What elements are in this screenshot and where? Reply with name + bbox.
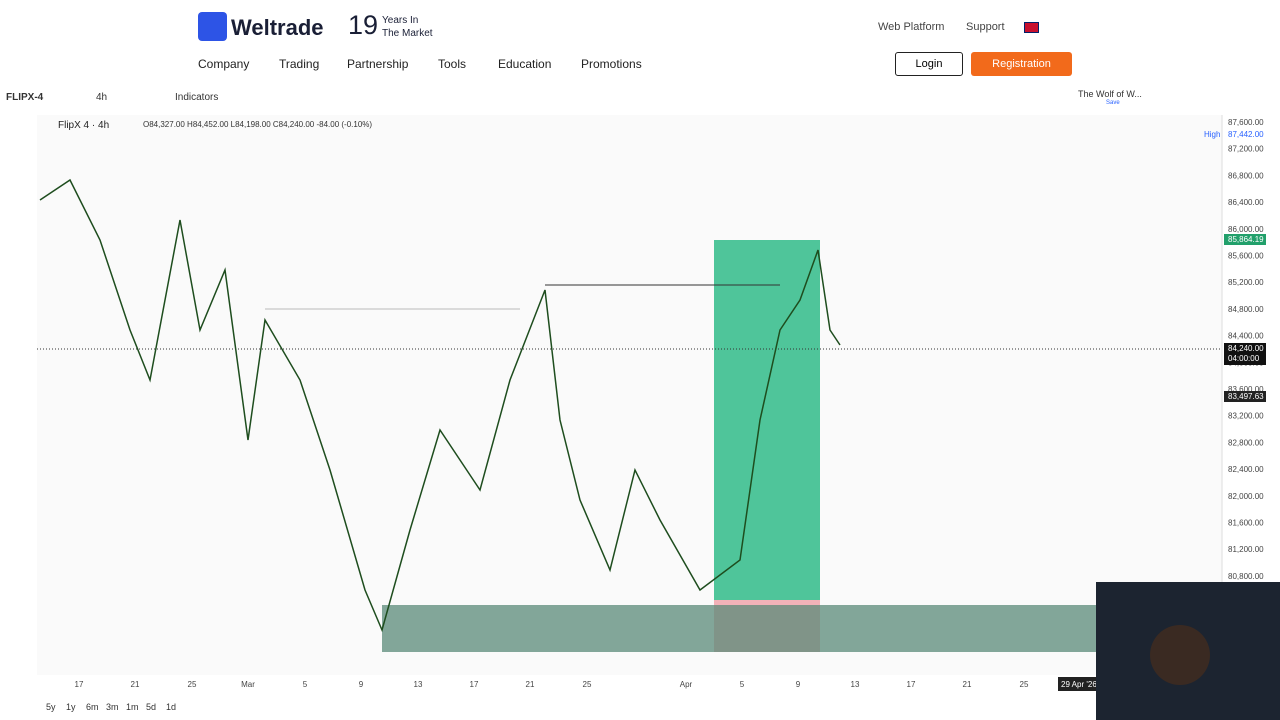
layout-name[interactable]: The Wolf of W... [1078,89,1142,99]
brand[interactable]: Weltrade [231,15,324,40]
nav-item[interactable]: Partnership [347,57,409,71]
price-label: 86,800.00 [1228,171,1264,180]
register-button[interactable]: Registration [971,52,1072,76]
time-label: 5 [740,680,745,689]
plot-bg [37,115,1222,675]
tag [1224,343,1266,365]
price-label: 85,200.00 [1228,278,1264,287]
price-label: 81,200.00 [1228,545,1264,554]
price-label: 85,600.00 [1228,252,1264,261]
range-button[interactable]: 5y [46,702,56,712]
time-label: 21 [963,680,972,689]
nav-item[interactable]: Company [198,57,250,71]
flag[interactable] [1024,22,1039,33]
time-label: 25 [188,680,197,689]
time-label: 17 [907,680,916,689]
tag [1224,391,1266,402]
years-text: Years In [382,15,419,26]
nav-item[interactable]: Trading [279,57,320,71]
time-label: 21 [131,680,140,689]
time-label: 17 [75,680,84,689]
price-label: 80,800.00 [1228,572,1264,581]
legend: FlipX 4 · 4h [58,120,110,131]
price-label: 87,200.00 [1228,145,1264,154]
time-label: 17 [470,680,479,689]
range-button[interactable]: 1y [66,702,76,712]
time-label: 21 [526,680,535,689]
login-button[interactable]: Login [895,52,963,76]
tag-last: 84,240.00 [1228,344,1264,353]
range-button[interactable]: 5d [146,702,157,712]
long-target [714,240,820,600]
years: 19 [348,10,379,40]
interval[interactable]: 4h [96,92,108,103]
time-label: 13 [414,680,423,689]
price-label: 83,600.00 [1228,385,1264,394]
range-button[interactable]: 3m [106,702,119,712]
years-text: The Market [382,28,433,39]
tag-green: 85,864.19 [1228,235,1264,244]
time-label: Apr [680,680,693,689]
tag-cursor: 83,497.63 [1228,392,1264,401]
save[interactable]: Save [1106,100,1120,106]
price-label: 81,600.00 [1228,519,1264,528]
time-label: 5 [303,680,308,689]
ohlc: O84,327.00 H84,452.00 L84,198.00 C84,240… [143,120,373,129]
price-label: 84,400.00 [1228,332,1264,341]
price-label: 82,400.00 [1228,465,1264,474]
price-label: 83,200.00 [1228,412,1264,421]
tag [1224,234,1266,245]
range-button[interactable]: 1d [166,702,177,712]
tag-countdown: 04:00:00 [1228,354,1260,363]
nav-item[interactable]: Education [498,57,552,71]
time-label: Mar [241,680,255,689]
time-label: 9 [796,680,801,689]
time-label: 25 [583,680,592,689]
webcam-person [1150,625,1210,685]
high-label: High [1204,130,1220,139]
time-label: 25 [1020,680,1029,689]
high-price: 87,442.00 [1228,130,1264,139]
nav-item[interactable]: Tools [438,57,467,71]
price-line [39,178,841,633]
time-label: 9 [359,680,364,689]
price-label: 82,800.00 [1228,438,1264,447]
time-cursor: 29 Apr '26 [1061,680,1097,689]
indicators[interactable]: Indicators [175,92,219,103]
price-label: 86,400.00 [1228,198,1264,207]
time-label: 13 [851,680,860,689]
zone [382,605,1096,652]
top-link[interactable]: Support [966,21,1005,33]
price-label: 86,000.00 [1228,225,1264,234]
logo-icon [198,12,227,41]
symbol[interactable]: FLIPX-4 [6,92,44,103]
tag [1058,677,1096,691]
price-label: 84,800.00 [1228,305,1264,314]
price-label: 87,600.00 [1228,118,1264,127]
range-button[interactable]: 1m [126,702,139,712]
range-button[interactable]: 6m [86,702,99,712]
price-label: 82,000.00 [1228,492,1264,501]
nav-item[interactable]: Promotions [581,57,642,71]
chart: 87,600.00 87,200.00 86,800.00 86,400.00 86,0… [37,115,1280,720]
top-link[interactable]: Web Platform [878,21,945,33]
